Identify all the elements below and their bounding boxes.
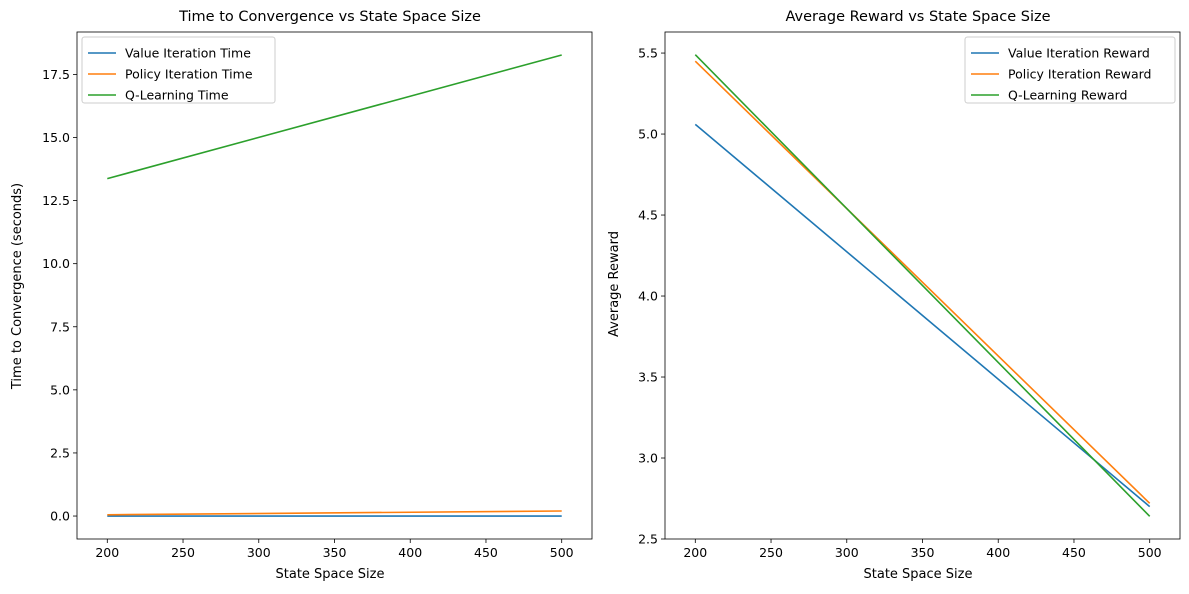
- reward-ytick-label: 3.5: [638, 370, 658, 385]
- reward-chart-panel: Average Reward vs State Space Size State…: [607, 9, 1181, 582]
- time-series-line-2: [107, 510, 562, 516]
- time-axes-frame: [76, 31, 593, 540]
- time-chart-xlabel: State Space Size: [276, 567, 385, 582]
- reward-legend-label-2: Policy Iteration Reward: [1008, 67, 1151, 82]
- reward-xtick-label: 200: [683, 545, 707, 560]
- reward-series-line-1: [694, 123, 1151, 508]
- time-chart-title: Time to Convergence vs State Space Size: [178, 9, 481, 25]
- reward-ytick-label: 3.0: [638, 451, 658, 466]
- reward-xtick-label: 400: [986, 545, 1010, 560]
- reward-xtick-label: 450: [1062, 545, 1086, 560]
- reward-ytick-label: 2.5: [638, 532, 658, 547]
- time-ytick-label: 12.5: [42, 193, 70, 208]
- time-xtick-label: 300: [247, 545, 271, 560]
- time-legend-box: [81, 36, 276, 104]
- time-xtick-label: 450: [474, 545, 498, 560]
- time-ytick-label: 10.0: [42, 256, 70, 271]
- time-xtick-label: 400: [398, 545, 422, 560]
- reward-chart-xlabel: State Space Size: [864, 567, 973, 582]
- time-chart-panel: Time to Convergence vs State Space Size …: [10, 9, 593, 582]
- reward-series-line-3: [694, 54, 1151, 517]
- reward-chart-title: Average Reward vs State Space Size: [785, 9, 1050, 25]
- reward-series-line-2: [694, 60, 1151, 504]
- time-ytick-label: 5.0: [50, 382, 70, 397]
- reward-axes-frame: [664, 31, 1181, 540]
- reward-legend-label-1: Value Iteration Reward: [1008, 46, 1150, 61]
- time-xtick-label: 250: [171, 545, 195, 560]
- time-ytick-label: 15.0: [42, 130, 70, 145]
- time-ytick-label: 0.0: [50, 509, 70, 524]
- time-xtick-label: 200: [95, 545, 119, 560]
- time-ytick-label: 2.5: [50, 445, 70, 460]
- reward-ytick-label: 5.0: [638, 127, 658, 142]
- time-legend-label-2: Policy Iteration Time: [125, 67, 253, 82]
- time-chart-ylabel: Time to Convergence (seconds): [10, 183, 25, 390]
- reward-xtick-label: 500: [1138, 545, 1162, 560]
- reward-xtick-label: 350: [911, 545, 935, 560]
- time-xtick-label: 350: [323, 545, 347, 560]
- time-legend-label-3: Q-Learning Time: [125, 88, 229, 103]
- time-series-line-3: [107, 54, 562, 180]
- reward-ytick-label: 5.5: [638, 46, 658, 61]
- reward-xtick-label: 300: [835, 545, 859, 560]
- reward-legend-box: [964, 36, 1176, 104]
- time-ytick-label: 7.5: [50, 319, 70, 334]
- time-ytick-label: 17.5: [42, 67, 70, 82]
- time-legend-label-1: Value Iteration Time: [125, 46, 251, 61]
- reward-legend-label-3: Q-Learning Reward: [1008, 88, 1128, 103]
- reward-ytick-label: 4.5: [638, 208, 658, 223]
- reward-chart-ylabel: Average Reward: [607, 231, 622, 337]
- time-xtick-label: 500: [550, 545, 574, 560]
- reward-ytick-label: 4.0: [638, 289, 658, 304]
- reward-xtick-label: 250: [759, 545, 783, 560]
